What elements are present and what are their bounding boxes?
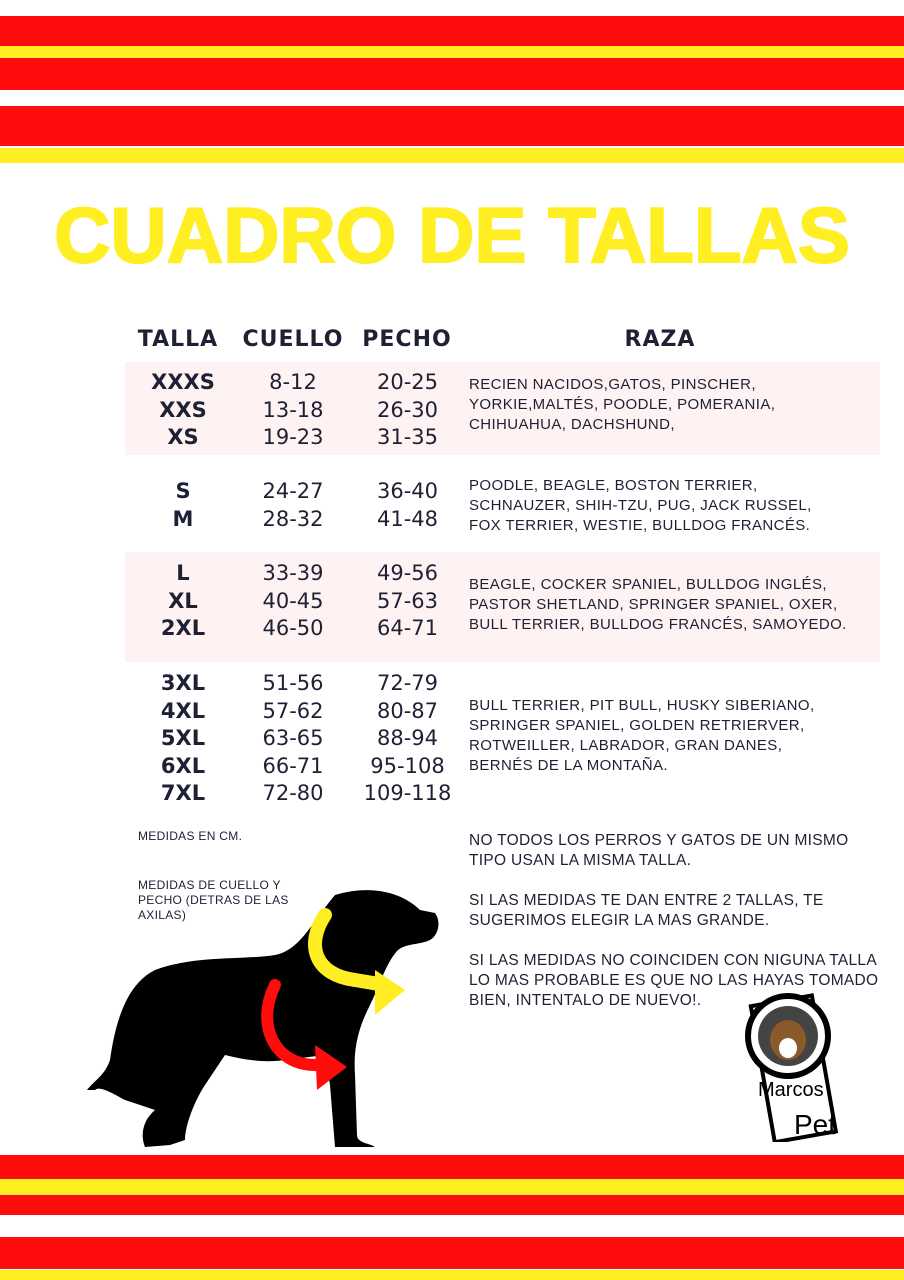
- tallas-cell: XL: [168, 588, 198, 613]
- stripe: [0, 1179, 904, 1195]
- cuello-cell: 63-65: [262, 726, 324, 750]
- tips-list: NO TODOS LOS PERROS Y GATOS DE UN MISMO …: [469, 831, 889, 1011]
- raza-line: FOX TERRIER, WESTIE, BULLDOG FRANCÉS.: [469, 517, 811, 534]
- tallas-cell: XXXS: [151, 370, 215, 394]
- tallas-cell: XS: [167, 425, 199, 449]
- pecho-cell: 26-30: [376, 397, 439, 422]
- stripe: [0, 1155, 904, 1179]
- raza-line: PASTOR SHETLAND, SPRINGER SPANIEL, OXER,: [469, 596, 838, 613]
- cuello-cell: 19-23: [262, 425, 324, 449]
- stripe: [0, 1195, 904, 1215]
- pecho-cell: 57-63: [376, 588, 439, 613]
- cuello-cell: 72-80: [262, 781, 324, 805]
- pecho-cell: 20-25: [376, 370, 439, 394]
- cuello-cell: 51-56: [262, 671, 324, 695]
- pecho-cell: 31-35: [376, 425, 439, 449]
- tallas-cell: 6XL: [160, 753, 206, 778]
- raza-line: BEAGLE, COCKER SPANIEL, BULLDOG INGLÉS,: [469, 576, 827, 593]
- tip-3: SI LAS MEDIDAS NO COINCIDEN CON NIGUNA T…: [469, 952, 879, 1009]
- raza-line: ROTWEILLER, LABRADOR, GRAN DANES,: [469, 737, 783, 754]
- cuello-cell: 24-27: [262, 479, 324, 503]
- marcos-pet-logo: Marcos Pet: [742, 992, 862, 1145]
- pecho-cell: 41-48: [376, 506, 439, 531]
- pecho-cell: 72-79: [376, 671, 439, 695]
- units-note: MEDIDAS EN CM.: [138, 829, 243, 843]
- tallas-cell: 4XL: [160, 698, 206, 723]
- stripe: [0, 1237, 904, 1269]
- tip-2: SI LAS MEDIDAS TE DAN ENTRE 2 TALLAS, TE…: [469, 892, 824, 929]
- tallas-cell: M: [172, 506, 194, 531]
- row-highlight: [125, 552, 880, 662]
- raza-line: BERNÉS DE LA MONTAÑA.: [469, 757, 668, 774]
- cuello-cell: 13-18: [262, 397, 324, 422]
- header-pecho: PECHO: [362, 327, 452, 352]
- stripe: [0, 46, 904, 58]
- measure-note: MEDIDAS DE CUELLO Y PECHO (DETRAS DE LAS…: [138, 878, 289, 922]
- tip-1: NO TODOS LOS PERROS Y GATOS DE UN MISMO …: [469, 832, 849, 869]
- header-cuello: CUELLO: [242, 327, 344, 352]
- cuello-cell: 33-39: [262, 561, 324, 585]
- svg-text:Pet: Pet: [794, 1109, 836, 1140]
- cuello-cell: 28-32: [262, 506, 324, 531]
- stripe: [0, 16, 904, 46]
- tallas-cell: 5XL: [160, 726, 206, 750]
- svg-text:Marcos: Marcos: [758, 1079, 824, 1101]
- header-talla: TALLA: [137, 327, 219, 352]
- pecho-cell: 36-40: [376, 479, 439, 503]
- header-raza: RAZA: [624, 327, 696, 352]
- cuello-cell: 40-45: [262, 588, 324, 613]
- pecho-cell: 64-71: [376, 616, 439, 640]
- tallas-cell: S: [175, 479, 191, 503]
- raza-line: RECIEN NACIDOS,GATOS, PINSCHER,: [469, 376, 756, 393]
- pecho-cell: 49-56: [376, 561, 439, 585]
- raza-line: CHIHUAHUA, DACHSHUND,: [469, 416, 675, 433]
- pecho-cell: 109-118: [363, 781, 452, 805]
- raza-line: YORKIE,MALTÉS, POODLE, POMERANIA,: [469, 396, 776, 413]
- tallas-cell: 7XL: [160, 781, 206, 805]
- tallas-cell: L: [176, 561, 190, 585]
- pecho-cell: 88-94: [376, 726, 439, 750]
- stripe: [0, 148, 904, 163]
- row-highlight: [125, 362, 880, 455]
- pecho-cell: 80-87: [376, 698, 439, 723]
- cuello-cell: 57-62: [262, 698, 324, 723]
- raza-line: SPRINGER SPANIEL, GOLDEN RETRIERVER,: [469, 717, 805, 734]
- cuello-cell: 8-12: [269, 370, 317, 394]
- cuello-cell: 66-71: [262, 753, 324, 778]
- stripe: [0, 1270, 904, 1280]
- raza-line: SCHNAUZER, SHIH-TZU, PUG, JACK RUSSEL,: [469, 497, 812, 514]
- raza-line: POODLE, BEAGLE, BOSTON TERRIER,: [469, 477, 758, 494]
- stripe: [0, 58, 904, 90]
- pecho-cell: 95-108: [370, 753, 445, 778]
- tallas-cell: 2XL: [160, 616, 206, 640]
- dog-silhouette-illustration: [87, 890, 439, 1147]
- raza-line: BULL TERRIER, BULLDOG FRANCÉS, SAMOYEDO.: [469, 616, 847, 633]
- stripe: [0, 106, 904, 146]
- page-title: CUADRO DE TALLAS: [53, 190, 851, 280]
- tallas-cell: 3XL: [160, 671, 206, 695]
- raza-line: BULL TERRIER, PIT BULL, HUSKY SIBERIANO,: [469, 697, 815, 714]
- tallas-cell: XXS: [159, 397, 207, 422]
- cuello-cell: 46-50: [262, 616, 324, 640]
